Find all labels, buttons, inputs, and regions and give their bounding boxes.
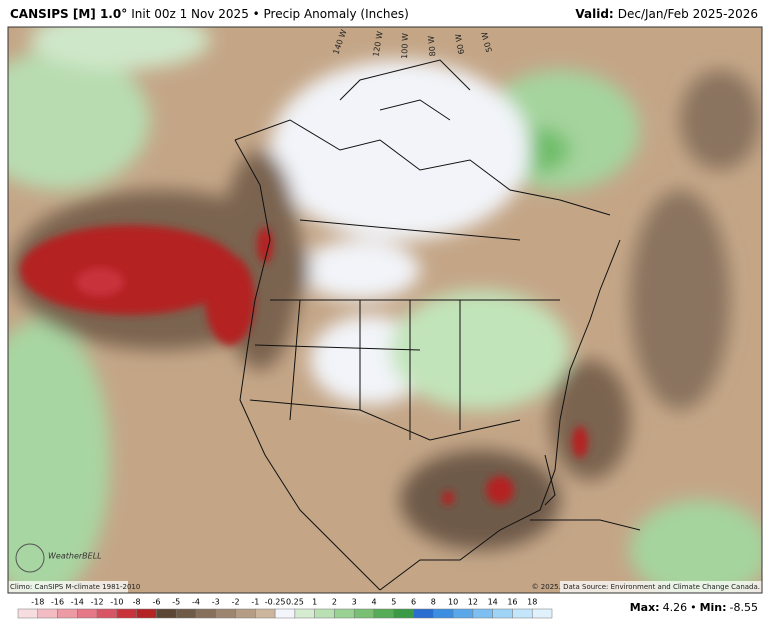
strong-anomalies	[20, 225, 588, 505]
valid: Valid: Dec/Jan/Feb 2025-2026	[575, 7, 758, 21]
colorbar-swatch	[353, 608, 375, 619]
logo-globe	[15, 543, 45, 573]
colorbar-swatch	[116, 608, 137, 619]
colorbar-swatch	[512, 608, 533, 619]
colorbar-label: -2	[232, 598, 240, 607]
min-label: Min:	[700, 601, 727, 614]
max-value: 4.26	[663, 601, 688, 614]
colorbar-label: 0.25	[286, 598, 304, 607]
colorbar-swatch	[77, 608, 98, 619]
colorbar-label: 10	[448, 598, 458, 607]
colorbar-swatch	[255, 608, 276, 619]
colorbar-swatch	[215, 608, 236, 619]
colorbar-swatch	[274, 608, 296, 619]
colorbar-swatch	[294, 608, 315, 619]
colorbar-label: 6	[411, 598, 416, 607]
colorbar-label: -16	[51, 598, 64, 607]
colorbar-label: -18	[31, 598, 44, 607]
colorbar-label: 3	[352, 598, 357, 607]
colorbar-label: 8	[431, 598, 436, 607]
colorbar-label: -0.25	[265, 598, 286, 607]
colorbar-swatch	[37, 608, 58, 619]
colorbar-swatch	[136, 608, 157, 619]
colorbar-swatch	[492, 608, 513, 619]
model-name: CANSIPS [M] 1.0°	[10, 7, 127, 21]
colorbar-label: -12	[91, 598, 104, 607]
colorbar-swatch	[314, 608, 335, 619]
colorbar-swatch	[17, 608, 39, 619]
longitude-label: 120 W	[371, 30, 384, 57]
colorbar-label: -10	[110, 598, 123, 607]
colorbar-label: 1	[312, 598, 317, 607]
min-value: -8.55	[730, 601, 758, 614]
colorbar-swatch	[393, 608, 414, 619]
longitude-label: 100 W	[400, 33, 410, 59]
colorbar-swatch	[413, 608, 434, 619]
colorbar-label: 14	[488, 598, 498, 607]
colorbar-swatch	[472, 608, 493, 619]
colorbar-swatch	[96, 608, 118, 619]
longitude-label: 80 W	[427, 35, 438, 56]
valid-period: Dec/Jan/Feb 2025-2026	[618, 7, 758, 21]
colorbar-label: -6	[152, 598, 160, 607]
source-note: © 2025. Data Source: Environment and Cli…	[532, 583, 760, 591]
colorbar-swatch	[452, 608, 474, 619]
colorbar-swatch	[156, 608, 177, 619]
colorbar-swatch	[531, 608, 553, 619]
note-bg	[8, 581, 128, 593]
colorbar-label: -8	[133, 598, 141, 607]
colorbar-label: 2	[332, 598, 337, 607]
colorbar-swatch	[235, 608, 256, 619]
valid-label: Valid:	[575, 7, 613, 21]
separator: •	[690, 601, 697, 614]
colorbar-swatch	[334, 608, 355, 619]
colorbar-swatch	[433, 608, 454, 619]
subtitle: Init 00z 1 Nov 2025 • Precip Anomaly (In…	[131, 7, 409, 21]
climo-note: Climo: CanSIPS M-climate 1981-2010	[10, 583, 140, 591]
map-frame	[7, 26, 763, 594]
colorbar-label: 12	[468, 598, 478, 607]
title: CANSIPS [M] 1.0° Init 00z 1 Nov 2025 • Pr…	[10, 7, 409, 21]
colorbar-label: -1	[251, 598, 259, 607]
logo: WeatherBELL	[48, 552, 102, 561]
colorbar-swatch	[57, 608, 78, 619]
colorbar-label: 4	[371, 598, 376, 607]
colorbar-swatch	[373, 608, 395, 619]
colorbar-swatch	[175, 608, 197, 619]
max-min: Max: 4.26 • Min: -8.55	[630, 601, 758, 614]
note-bg	[560, 581, 762, 593]
colorbar-label: 16	[507, 598, 517, 607]
colorbar-label: 18	[527, 598, 537, 607]
colorbar: -18 -16 -14 -12 -10 -8 -6 -5 -4 -3 -2 -1 -0.25 0.25 1 2…	[17, 598, 553, 619]
colorbar-label: -4	[192, 598, 200, 607]
colorbar-label: -14	[71, 598, 84, 607]
colorbar-swatch	[195, 608, 217, 619]
colorbar-label: -3	[212, 598, 220, 607]
max-label: Max:	[630, 601, 660, 614]
boundaries	[234, 59, 641, 591]
colorbar-label: 5	[391, 598, 396, 607]
colorbar-label: -5	[172, 598, 180, 607]
longitude-label: 60 W	[454, 33, 466, 55]
map: 140 W 120 W 100 W 80 W 60 W 50 W WeatherBELL …	[8, 27, 762, 593]
